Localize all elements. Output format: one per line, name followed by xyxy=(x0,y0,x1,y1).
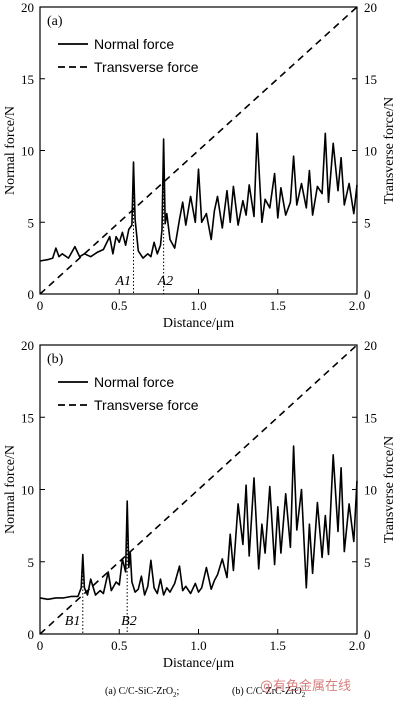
y-right-tick-label: 20 xyxy=(364,0,377,15)
legend-label-transverse-force: Transverse force xyxy=(94,59,199,75)
legend-label-normal-force: Normal force xyxy=(94,36,174,52)
x-tick-label: 1.0 xyxy=(190,298,206,313)
y-right-tick-label: 20 xyxy=(364,338,377,353)
caption-part-b: (b) C/C-ZrC-ZrO2 xyxy=(232,686,306,699)
caption-part-a: (a) C/C-SiC-ZrO2; xyxy=(105,686,180,699)
y-left-tick-label: 20 xyxy=(21,338,34,353)
x-axis-title: Distance/μm xyxy=(163,656,234,671)
series-normal-force-line xyxy=(39,132,358,262)
y-left-tick-label: 15 xyxy=(21,72,34,87)
y-right-tick-label: 5 xyxy=(364,555,371,570)
y-right-tick-label: 5 xyxy=(364,215,371,230)
y-right-tick-label: 0 xyxy=(364,627,371,642)
y-left-tick-label: 5 xyxy=(28,555,35,570)
annotation-label: B1 xyxy=(65,614,81,629)
y-left-tick-label: 0 xyxy=(28,287,35,302)
x-tick-label: 0.5 xyxy=(111,638,127,653)
x-tick-label: 2.0 xyxy=(349,298,365,313)
y-right-axis-title: Transverse force/N xyxy=(382,97,397,204)
y-left-tick-label: 0 xyxy=(28,627,35,642)
y-left-tick-label: 10 xyxy=(21,483,34,498)
x-axis-title: Distance/μm xyxy=(163,316,234,331)
x-tick-label: 0 xyxy=(37,298,44,313)
y-right-axis-title: Transverse force/N xyxy=(382,436,397,543)
panel-label: (a) xyxy=(47,14,63,29)
legend-label-transverse-force: Transverse force xyxy=(94,397,199,413)
y-right-tick-label: 10 xyxy=(364,144,377,159)
y-right-tick-label: 15 xyxy=(364,72,377,87)
y-left-axis-title: Normal force/N xyxy=(3,445,18,534)
x-tick-label: 2.0 xyxy=(349,638,365,653)
x-tick-label: 1.0 xyxy=(190,638,206,653)
x-tick-label: 1.5 xyxy=(270,638,286,653)
y-right-tick-label: 0 xyxy=(364,287,371,302)
y-left-tick-label: 5 xyxy=(28,215,35,230)
annotation-label: A2 xyxy=(157,274,174,289)
series-transverse-force-line xyxy=(39,6,358,295)
x-tick-label: 0 xyxy=(37,638,44,653)
y-left-tick-label: 20 xyxy=(21,0,34,15)
x-tick-label: 1.5 xyxy=(270,298,286,313)
legend-label-normal-force: Normal force xyxy=(94,374,174,390)
panel-label: (b) xyxy=(47,352,64,367)
x-tick-label: 0.5 xyxy=(111,298,127,313)
figure-caption: (a) C/C-SiC-ZrO2; (b) C/C-ZrC-ZrO2 xyxy=(105,686,306,699)
annotation-label: A1 xyxy=(115,274,132,289)
series-normal-force-line xyxy=(39,445,358,601)
y-right-tick-label: 10 xyxy=(364,483,377,498)
y-left-axis-title: Normal force/N xyxy=(3,106,18,195)
watermark-text: @有色金属在线 xyxy=(260,678,351,694)
y-left-tick-label: 10 xyxy=(21,144,34,159)
annotation-label: B2 xyxy=(121,614,137,629)
y-right-tick-label: 15 xyxy=(364,410,377,425)
y-left-tick-label: 15 xyxy=(21,410,34,425)
